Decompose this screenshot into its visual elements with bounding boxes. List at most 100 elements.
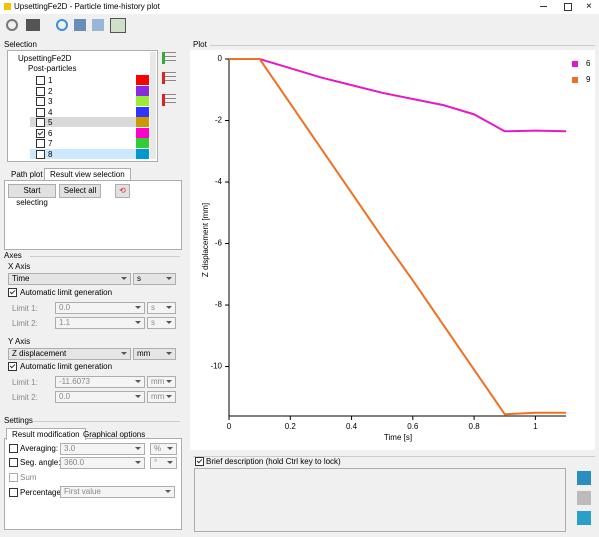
invert[interactable]: [162, 94, 176, 106]
item-label: 3: [48, 97, 53, 106]
checkbox[interactable]: [36, 118, 45, 127]
x-tick-label: 0.4: [346, 422, 358, 431]
maximize[interactable]: [564, 3, 572, 11]
separator: [193, 456, 595, 457]
legend-swatch: [572, 77, 578, 83]
uncheck-all[interactable]: [162, 72, 176, 84]
checkbox-label: Automatic limit generation: [20, 362, 113, 371]
tab[interactable]: Graphical options: [83, 430, 146, 439]
separator: [210, 45, 595, 46]
checkbox-label: Averaging:: [20, 444, 59, 453]
window-title: UpsettingFe2D - Particle time-history pl…: [14, 2, 160, 11]
checkbox[interactable]: [36, 76, 45, 85]
x-tick-label: 0: [227, 422, 232, 431]
section-label: Axes: [4, 251, 22, 260]
unit-combo: s: [147, 317, 176, 329]
checkbox[interactable]: [36, 107, 45, 117]
plot-background: [190, 50, 595, 450]
checkbox[interactable]: [8, 362, 17, 371]
checkbox[interactable]: [36, 86, 45, 96]
section-label: Plot: [193, 40, 207, 49]
y-tick-label: -2: [215, 116, 223, 125]
help-button[interactable]: [577, 471, 591, 485]
unit-combo[interactable]: mm: [133, 348, 176, 360]
x-axis-label: Time [s]: [384, 433, 412, 442]
unit-combo: s: [147, 302, 176, 314]
tab[interactable]: Result modification: [6, 428, 86, 440]
checkbox[interactable]: [195, 457, 204, 466]
separator: [34, 421, 180, 422]
x-tick-label: 0.2: [285, 422, 297, 431]
checkbox-label: Automatic limit generation: [20, 288, 113, 297]
button[interactable]: Start selecting: [8, 184, 56, 207]
series-line: [229, 58, 567, 133]
y-tick-label: -10: [210, 362, 222, 371]
input: 0.0: [55, 302, 145, 314]
checkbox[interactable]: [36, 97, 45, 106]
color-swatch: [136, 127, 149, 138]
color-swatch: [136, 148, 149, 159]
color-swatch: [136, 138, 149, 148]
legend-swatch: [572, 61, 578, 67]
checkbox[interactable]: [9, 444, 18, 453]
checkbox[interactable]: [8, 288, 17, 297]
checkbox-label: Seg. angle:: [20, 458, 61, 467]
item-label: 6: [48, 128, 53, 138]
quantity-combo[interactable]: Time: [8, 273, 131, 285]
row-highlight: [30, 117, 142, 127]
close[interactable]: ×: [586, 1, 592, 12]
row-highlight: [30, 148, 142, 159]
field-label: Limit 2:: [12, 319, 38, 328]
scrollbar[interactable]: [150, 52, 156, 159]
description-box: [194, 468, 566, 532]
save-as-tool[interactable]: [92, 19, 104, 31]
toolbar: [6, 17, 126, 34]
field-label: Limit 1:: [12, 378, 38, 387]
checkbox[interactable]: [9, 488, 18, 497]
checkbox[interactable]: [9, 458, 18, 467]
item-label: 1: [48, 76, 53, 85]
checkbox-label: Percentage:: [20, 488, 64, 497]
field-label: Limit 2:: [12, 393, 38, 402]
color-swatch: [136, 96, 149, 106]
copy-tool[interactable]: [26, 19, 40, 31]
group-label: Y Axis: [8, 337, 31, 346]
minimize[interactable]: [540, 6, 547, 7]
checkbox[interactable]: [36, 128, 45, 138]
app-icon: [4, 3, 11, 10]
tab[interactable]: Result view selection: [44, 168, 131, 180]
refresh-tool[interactable]: [56, 19, 68, 31]
unit-combo: °: [150, 457, 177, 469]
item-label: 8: [48, 149, 53, 159]
tree-group[interactable]: Post-particles: [28, 64, 77, 73]
item-label: 4: [48, 107, 53, 117]
tree-root[interactable]: UpsettingFe2D: [18, 54, 72, 63]
quantity-combo[interactable]: Z displacement: [8, 348, 131, 360]
zoom-tool[interactable]: [6, 19, 18, 31]
unit-combo: mm: [147, 376, 176, 388]
section-label: Selection: [4, 40, 37, 49]
y-tick-label: -8: [215, 300, 223, 309]
unit-combo[interactable]: s: [133, 273, 176, 285]
button[interactable]: Select all: [59, 184, 101, 198]
check-all[interactable]: [162, 52, 176, 64]
y-axis-label: Z displacement [mm]: [201, 203, 210, 277]
unit-combo: mm: [147, 391, 176, 403]
input: 360.0: [60, 457, 145, 469]
checkbox[interactable]: [36, 139, 45, 148]
checkbox[interactable]: [36, 149, 45, 159]
save-tool[interactable]: [74, 19, 86, 31]
color-swatch: [136, 85, 149, 96]
title-bar: UpsettingFe2D - Particle time-history pl…: [0, 0, 599, 14]
reset-button[interactable]: ⟲: [115, 184, 130, 198]
export-tool[interactable]: [110, 18, 126, 33]
x-tick-label: 0.6: [407, 422, 419, 431]
selection-tools: [162, 52, 178, 112]
input: 0.0: [55, 391, 145, 403]
section-label: Settings: [4, 416, 33, 425]
tab[interactable]: Path plot: [11, 170, 43, 179]
screen-button[interactable]: [577, 511, 591, 525]
field-label: Limit 1:: [12, 304, 38, 313]
